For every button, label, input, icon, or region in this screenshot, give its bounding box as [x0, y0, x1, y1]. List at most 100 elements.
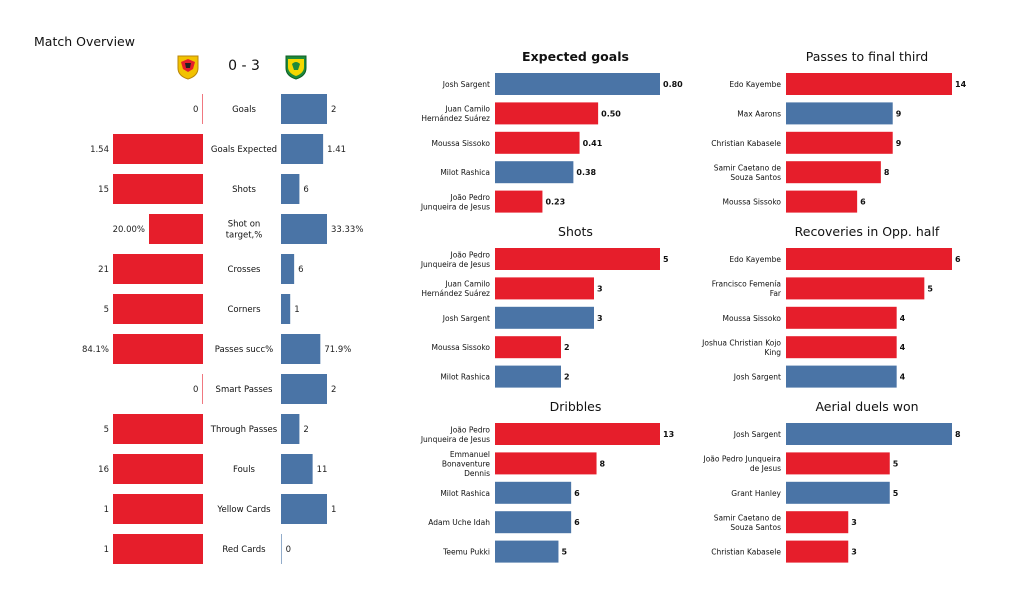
- bar-value-final-third-1: 9: [896, 109, 902, 118]
- panel-title-final-third: Passes to final third: [806, 49, 928, 64]
- bar-dribbles-2: [495, 481, 572, 504]
- bar-value-recoveries-3: 4: [900, 343, 906, 352]
- bar-value-final-third-0: 14: [955, 80, 967, 89]
- bar-value-shots-0: 5: [663, 255, 669, 264]
- home-value-yellow-cards: 1: [104, 505, 109, 515]
- player-label-aerial-0: Josh Sargent: [733, 430, 781, 439]
- player-label-final-third-3: Samir Caetano de Souza Santos: [714, 163, 782, 182]
- player-label-aerial-1: João Pedro Junqueira de Jesus: [702, 455, 781, 474]
- bar-value-dribbles-2: 6: [574, 489, 580, 498]
- away-value-goals-expected: 1.41: [327, 145, 346, 155]
- away-value-through-passes: 2: [303, 425, 308, 435]
- page-title: Match Overview: [34, 34, 135, 49]
- home-value-goals: 0: [193, 105, 198, 115]
- away-bar-corners: [281, 294, 291, 324]
- away-value-smart-passes: 2: [331, 385, 336, 395]
- home-value-passes-succ: 84.1%: [82, 345, 109, 355]
- stat-label-corners: Corners: [227, 305, 261, 315]
- away-bar-red-cards: [281, 534, 282, 564]
- home-value-corners: 5: [104, 305, 109, 315]
- away-crest-icon: [284, 54, 308, 80]
- away-bar-passes-succ: [281, 334, 321, 364]
- player-label-dribbles-3: Adam Uche Idah: [428, 518, 490, 527]
- panel-final-third: Passes to final third 14 Edo Kayembe 9 Max A…: [711, 49, 967, 213]
- home-value-through-passes: 5: [104, 425, 109, 435]
- bar-dribbles-0: [495, 423, 660, 445]
- player-label-shots-3: Moussa Sissoko: [431, 343, 490, 352]
- stat-label-passes-succ: Passes succ%: [215, 345, 273, 355]
- home-bar-red-cards: [113, 534, 203, 564]
- stat-label-through-passes: Through Passes: [210, 425, 278, 435]
- bar-recoveries-2: [786, 306, 897, 329]
- bar-value-aerial-4: 3: [851, 548, 857, 557]
- player-label-shots-0: João Pedro Junqueira de Jesus: [420, 250, 491, 269]
- home-value-shot-on-target: 20.00%: [113, 225, 145, 235]
- away-bar-shot-on-target: [281, 214, 327, 244]
- bar-value-xg-1: 0.50: [601, 109, 621, 118]
- bar-final-third-0: [786, 73, 952, 95]
- away-value-shots: 6: [303, 185, 308, 195]
- bar-value-xg-4: 0.23: [545, 198, 565, 207]
- bar-dribbles-1: [495, 452, 597, 475]
- bar-value-aerial-1: 5: [893, 459, 899, 468]
- player-panels: Expected goals 0.80 Josh Sargent 0.50 Juan C…: [420, 49, 967, 563]
- home-value-smart-passes: 0: [193, 385, 198, 395]
- away-value-goals: 2: [331, 105, 336, 115]
- bar-value-recoveries-0: 6: [955, 255, 961, 264]
- home-value-shots: 15: [98, 185, 109, 195]
- player-label-aerial-4: Christian Kabasele: [711, 548, 781, 557]
- home-bar-crosses: [113, 254, 203, 284]
- away-value-passes-succ: 71.9%: [324, 345, 351, 355]
- away-bar-shots: [281, 174, 300, 204]
- player-label-recoveries-3: Joshua Christian Kojo King: [701, 338, 781, 357]
- panel-shots: Shots 5 João Pedro Junqueira de Jesus 3 Juan …: [420, 224, 669, 388]
- stat-label-red-cards: Red Cards: [222, 545, 266, 555]
- home-crest-icon: [176, 54, 200, 80]
- bar-value-shots-3: 2: [564, 343, 570, 352]
- bar-final-third-1: [786, 102, 893, 125]
- bar-value-shots-2: 3: [597, 314, 603, 323]
- away-value-crosses: 6: [298, 265, 303, 275]
- player-label-recoveries-4: Josh Sargent: [733, 373, 781, 382]
- player-label-xg-0: Josh Sargent: [442, 80, 490, 89]
- bar-dribbles-4: [495, 540, 559, 563]
- home-bar-goals-expected: [113, 134, 203, 164]
- bar-value-dribbles-3: 6: [574, 518, 580, 527]
- away-value-shot-on-target: 33.33%: [331, 225, 363, 235]
- bar-value-aerial-3: 3: [851, 518, 857, 527]
- bar-value-final-third-4: 6: [860, 198, 866, 207]
- home-bar-shot-on-target: [148, 214, 203, 244]
- home-bar-shots: [113, 174, 203, 204]
- player-label-shots-4: Milot Rashica: [440, 373, 490, 382]
- bar-aerial-1: [786, 452, 890, 475]
- home-bar-passes-succ: [113, 334, 203, 364]
- player-label-final-third-4: Moussa Sissoko: [722, 198, 781, 207]
- home-value-goals-expected: 1.54: [90, 145, 109, 155]
- player-label-recoveries-1: Francisco Femenía Far: [712, 280, 782, 299]
- away-value-fouls: 11: [317, 465, 328, 475]
- stat-label-yellow-cards: Yellow Cards: [216, 505, 271, 515]
- bar-value-recoveries-2: 4: [900, 314, 906, 323]
- stat-label-goals: Goals: [232, 105, 256, 115]
- bar-value-shots-4: 2: [564, 373, 570, 382]
- bar-aerial-2: [786, 481, 890, 504]
- player-label-shots-2: Josh Sargent: [442, 314, 490, 323]
- bar-recoveries-4: [786, 365, 897, 388]
- stat-label-fouls: Fouls: [233, 465, 256, 475]
- home-bar-smart-passes: [202, 374, 203, 404]
- home-bar-yellow-cards: [113, 494, 203, 524]
- panel-xg: Expected goals 0.80 Josh Sargent 0.50 Juan C…: [420, 49, 683, 213]
- player-label-dribbles-0: João Pedro Junqueira de Jesus: [420, 425, 491, 444]
- stat-label-shots: Shots: [232, 185, 256, 195]
- home-bar-corners: [113, 294, 203, 324]
- player-label-xg-1: Juan Camilo Hernández Suárez: [421, 105, 490, 124]
- player-label-xg-4: João Pedro Junqueira de Jesus: [420, 193, 491, 212]
- bar-value-final-third-2: 9: [896, 139, 902, 148]
- bar-value-dribbles-1: 8: [600, 459, 606, 468]
- away-bar-through-passes: [281, 414, 300, 444]
- bar-xg-1: [495, 102, 599, 125]
- stat-label-goals-expected: Goals Expected: [211, 145, 277, 155]
- bar-xg-2: [495, 131, 580, 154]
